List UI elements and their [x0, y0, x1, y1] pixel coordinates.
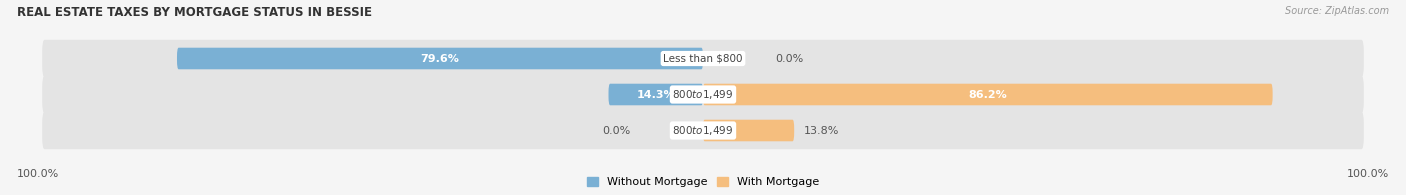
Text: 100.0%: 100.0%: [17, 169, 59, 179]
FancyBboxPatch shape: [703, 120, 794, 141]
Text: Source: ZipAtlas.com: Source: ZipAtlas.com: [1285, 6, 1389, 16]
FancyBboxPatch shape: [42, 40, 1364, 77]
Text: Less than $800: Less than $800: [664, 53, 742, 64]
Text: 14.3%: 14.3%: [637, 90, 675, 99]
Text: 100.0%: 100.0%: [1347, 169, 1389, 179]
FancyBboxPatch shape: [42, 112, 1364, 149]
Text: $800 to $1,499: $800 to $1,499: [672, 124, 734, 137]
Text: $800 to $1,499: $800 to $1,499: [672, 88, 734, 101]
Legend: Without Mortgage, With Mortgage: Without Mortgage, With Mortgage: [588, 177, 818, 188]
Text: REAL ESTATE TAXES BY MORTGAGE STATUS IN BESSIE: REAL ESTATE TAXES BY MORTGAGE STATUS IN …: [17, 6, 371, 19]
Text: 79.6%: 79.6%: [420, 53, 460, 64]
Text: 0.0%: 0.0%: [776, 53, 804, 64]
Text: 86.2%: 86.2%: [969, 90, 1007, 99]
FancyBboxPatch shape: [42, 76, 1364, 113]
FancyBboxPatch shape: [703, 84, 1272, 105]
Text: 0.0%: 0.0%: [602, 126, 630, 136]
FancyBboxPatch shape: [177, 48, 703, 69]
FancyBboxPatch shape: [609, 84, 703, 105]
Text: 13.8%: 13.8%: [804, 126, 839, 136]
